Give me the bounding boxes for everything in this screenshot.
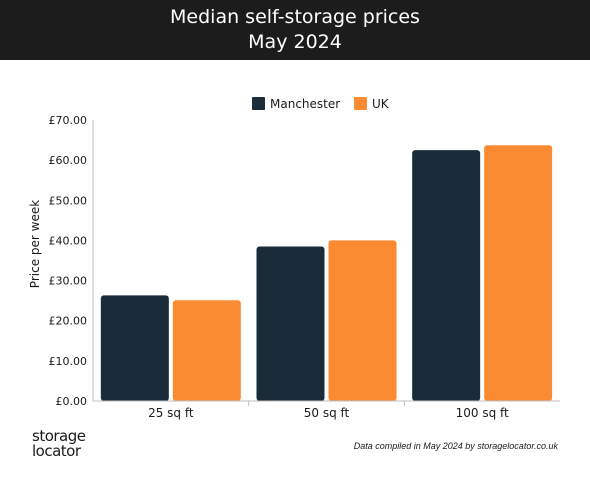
x-tick-label: 25 sq ft: [148, 406, 194, 420]
legend-label-uk: UK: [372, 97, 390, 111]
bar-manchester-0: [100, 295, 169, 401]
y-tick-label: £50.00: [49, 194, 88, 207]
y-axis-label: Price per week: [28, 200, 42, 288]
x-tick-label: 50 sq ft: [304, 406, 350, 420]
x-tick-label: 100 sq ft: [456, 406, 509, 420]
y-tick-label: £0.00: [56, 395, 88, 408]
bar-manchester-1: [256, 246, 325, 401]
storage-locator-logo: storage locator: [32, 429, 122, 459]
legend-swatch-uk: [354, 97, 367, 110]
legend-swatch-manchester: [252, 97, 265, 110]
y-tick-label: £30.00: [49, 275, 88, 288]
chart-title-line1: Median self-storage prices: [170, 6, 420, 28]
legend-label-manchester: Manchester: [270, 97, 340, 111]
y-tick-label: £60.00: [49, 154, 88, 167]
bar-manchester-2: [412, 150, 481, 401]
data-source-note: Data compiled in May 2024 by storageloca…: [353, 441, 558, 451]
y-tick-label: £20.00: [49, 315, 88, 328]
y-tick-label: £10.00: [49, 355, 88, 368]
bar-uk-1: [328, 240, 397, 401]
logo-line1: storage: [32, 427, 86, 445]
bar-uk-2: [484, 145, 553, 401]
legend: Manchester UK: [252, 97, 390, 111]
chart-title-line2: May 2024: [248, 31, 342, 53]
chart-header: Median self-storage prices May 2024: [0, 0, 590, 60]
y-tick-label: £70.00: [49, 114, 88, 127]
y-tick-label: £40.00: [49, 234, 88, 247]
bar-uk-0: [172, 300, 241, 401]
logo-line2: locator: [32, 442, 81, 460]
